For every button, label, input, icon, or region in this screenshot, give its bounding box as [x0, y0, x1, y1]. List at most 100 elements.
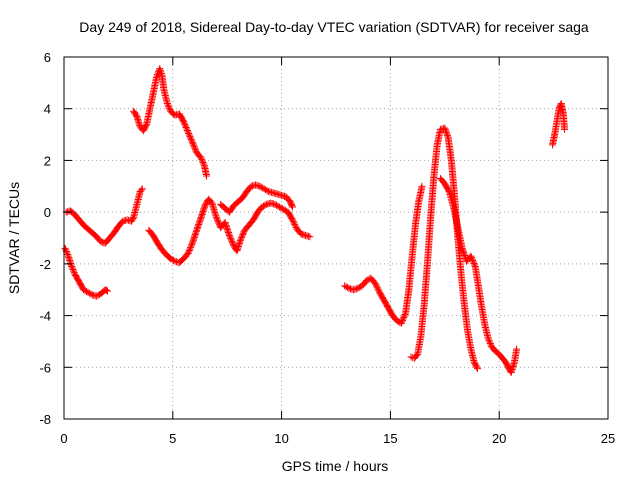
data-point: [362, 277, 370, 285]
plot-frame: [63, 56, 609, 420]
data-point: [200, 160, 208, 168]
x-tick-label: 25: [601, 431, 615, 446]
data-point: [214, 218, 222, 226]
y-tick-label: -4: [39, 309, 51, 324]
x-tick-label: 5: [169, 431, 176, 446]
data-point: [198, 155, 206, 163]
data-point: [281, 206, 289, 214]
data-point: [62, 246, 70, 254]
series-track_d: [217, 181, 296, 216]
data-point: [263, 187, 271, 195]
data-point: [196, 153, 204, 161]
data-point: [271, 200, 279, 208]
data-point: [467, 252, 475, 260]
data-point: [473, 363, 481, 371]
data-point: [444, 132, 452, 140]
data-point: [188, 138, 196, 146]
y-tick-label: -2: [39, 257, 51, 272]
data-point: [63, 249, 71, 257]
y-tick-label: 2: [44, 153, 51, 168]
data-point: [486, 338, 494, 346]
data-point: [191, 146, 199, 154]
data-point: [442, 129, 450, 137]
data-point: [197, 154, 205, 162]
data-point: [371, 279, 379, 287]
data-point: [288, 216, 296, 224]
data-point: [237, 234, 245, 242]
data-point: [85, 289, 93, 297]
data-point: [187, 135, 195, 143]
data-point: [258, 203, 266, 211]
data-point: [443, 130, 451, 138]
data-point: [259, 202, 267, 210]
data-point: [226, 233, 234, 241]
y-tick-label: -6: [39, 360, 51, 375]
data-point: [165, 103, 173, 111]
data-point: [473, 365, 481, 373]
x-tick-label: 15: [383, 431, 397, 446]
data-point: [188, 137, 196, 145]
data-point: [237, 235, 245, 243]
data-point: [397, 319, 405, 327]
data-point: [84, 288, 92, 296]
data-point: [189, 140, 197, 148]
data-point: [227, 234, 235, 242]
data-point: [227, 236, 235, 244]
data-point: [157, 68, 165, 76]
data-point: [225, 231, 233, 239]
data-point: [344, 284, 352, 292]
data-point: [239, 231, 247, 239]
data-point: [187, 134, 195, 142]
data-point: [152, 74, 160, 82]
data-point: [239, 229, 247, 237]
data-point: [238, 232, 246, 240]
data-point: [257, 183, 265, 191]
data-point: [157, 69, 165, 77]
series-track_a_upper: [62, 185, 146, 247]
data-point: [260, 185, 268, 193]
data-point: [190, 143, 198, 151]
data-point: [560, 125, 568, 133]
data-point: [487, 341, 495, 349]
x-tick-label: 10: [274, 431, 288, 446]
data-point: [275, 203, 283, 211]
data-point: [156, 65, 164, 73]
y-tick-label: -8: [39, 412, 51, 427]
data-point: [468, 255, 476, 263]
data-point: [164, 101, 172, 109]
data-point: [68, 264, 76, 272]
data-point: [180, 119, 188, 127]
data-point: [70, 269, 78, 277]
data-point: [82, 287, 90, 295]
data-point: [470, 259, 478, 267]
data-point: [94, 291, 102, 299]
data-point: [513, 345, 521, 353]
x-tick-label: 20: [492, 431, 506, 446]
grid-lines: [64, 57, 608, 419]
data-point: [187, 244, 195, 252]
data-point: [102, 286, 110, 294]
data-point: [182, 122, 190, 130]
data-point: [399, 315, 407, 323]
data-point: [485, 336, 493, 344]
data-point: [182, 124, 190, 132]
data-point: [81, 287, 89, 295]
tick-labels: 0 5 10 15 20 25 -8 -6 -4 -2 0 2 4 6: [39, 50, 615, 446]
data-point: [278, 205, 286, 213]
data-point: [341, 282, 349, 290]
data-point: [280, 206, 288, 214]
data-point: [401, 310, 409, 318]
data-point: [186, 245, 194, 253]
data-point: [170, 256, 178, 264]
data-point: [181, 121, 189, 129]
data-point: [259, 184, 267, 192]
data-point: [207, 198, 215, 206]
data-point: [398, 318, 406, 326]
data-point: [142, 122, 150, 130]
data-point: [183, 127, 191, 135]
series-track_c: [145, 195, 314, 267]
data-point: [354, 284, 362, 292]
data-point: [306, 233, 314, 241]
data-point: [198, 157, 206, 165]
